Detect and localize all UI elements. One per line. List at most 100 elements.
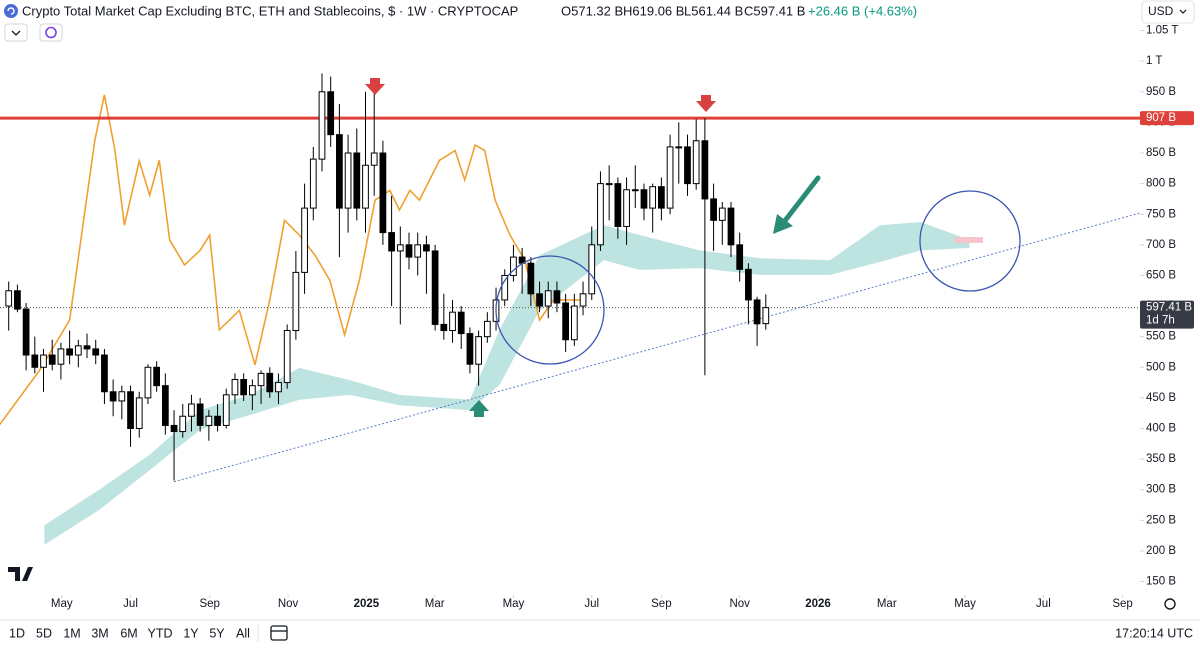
x-tick-label: Mar	[425, 598, 445, 610]
candle-body	[640, 189, 648, 209]
candle-body	[161, 385, 169, 426]
candle-body	[762, 307, 770, 325]
candle-body	[544, 290, 552, 307]
y-tick-label: 550 B	[1146, 331, 1176, 343]
collapse-button[interactable]	[4, 23, 28, 42]
candle-body	[736, 244, 744, 270]
ohlc-high: H619.06 B	[623, 3, 684, 18]
candle-body	[579, 293, 587, 307]
candle-body	[440, 323, 448, 332]
pointer-arrow-head	[773, 214, 793, 234]
candle-body	[701, 140, 709, 200]
down-arrow	[365, 78, 385, 95]
up-arrow	[469, 400, 489, 417]
candle-body	[309, 158, 317, 209]
range-button[interactable]: 5D	[36, 626, 52, 640]
candle-body	[597, 183, 604, 246]
x-tick-label: Jul	[584, 598, 599, 610]
candle-body	[179, 415, 187, 433]
date-range-icon[interactable]	[270, 625, 288, 641]
cloud-projection	[955, 237, 983, 243]
candle-body	[675, 146, 683, 149]
price-countdown: 1d 7h	[1146, 315, 1175, 327]
candle-body	[466, 333, 474, 365]
candle-body	[318, 91, 326, 160]
candle-body	[536, 293, 543, 307]
candle-body	[745, 268, 752, 301]
currency-button[interactable]	[1141, 0, 1195, 24]
price-label-box	[1140, 300, 1194, 329]
symbol-logo-mark	[7, 7, 15, 15]
candle-body	[66, 348, 73, 356]
candle-body	[109, 391, 117, 402]
candle-body	[658, 186, 665, 209]
candle-body	[562, 302, 570, 341]
range-button[interactable]: 5Y	[209, 626, 225, 640]
range-button[interactable]: 1D	[9, 626, 25, 640]
compare-icon[interactable]	[45, 26, 57, 39]
candle-body	[344, 152, 352, 209]
candle-body	[501, 274, 509, 301]
candle-body	[666, 146, 674, 209]
symbol-logo	[4, 4, 18, 18]
candle-body	[692, 140, 700, 185]
candle-body	[275, 382, 282, 393]
candle-body	[588, 244, 596, 295]
highlight-circle	[495, 255, 605, 365]
candle-body	[649, 186, 657, 209]
annotations	[365, 78, 1021, 417]
candle-body	[475, 336, 482, 365]
candle-body	[353, 152, 361, 209]
candle-body	[48, 354, 56, 365]
price-label: 597.41 B	[1146, 302, 1192, 314]
candle-body	[283, 330, 291, 384]
x-tick-label: Sep	[1112, 598, 1132, 610]
compare-button[interactable]	[39, 23, 63, 42]
trendline	[173, 212, 1140, 483]
range-button[interactable]: 1M	[63, 626, 80, 640]
ohlc-low: L561.44 B	[684, 3, 743, 18]
range-button[interactable]: YTD	[148, 626, 173, 640]
y-tick-label: 750 B	[1146, 208, 1176, 220]
candle-body	[40, 354, 47, 368]
x-tick-label: Sep	[651, 598, 671, 610]
candle-body	[718, 207, 726, 221]
price-label: 907 B	[1146, 112, 1176, 124]
brand-logo	[8, 567, 33, 581]
clock: 17:20:14 UTC	[1115, 626, 1193, 640]
candle-body	[553, 290, 561, 304]
candle-body	[631, 189, 639, 192]
y-tick-label: 850 B	[1146, 147, 1176, 159]
candle-body	[57, 348, 65, 365]
range-button[interactable]: 6M	[120, 626, 137, 640]
x-tick-label: May	[503, 598, 525, 610]
x-tick-label: 2025	[354, 598, 380, 610]
y-tick-label: 250 B	[1146, 514, 1176, 526]
candle-body	[31, 354, 39, 368]
candle-body	[753, 299, 761, 325]
candle-body	[214, 415, 221, 426]
candle-body	[127, 391, 134, 429]
currency-label[interactable]: USD	[1148, 4, 1174, 18]
candle-body	[370, 152, 378, 166]
candle-body	[135, 397, 143, 429]
x-tick-label: Nov	[729, 598, 750, 610]
range-button[interactable]: 3M	[91, 626, 108, 640]
ohlc-open: O571.32 B	[561, 3, 623, 18]
candle-body	[101, 354, 108, 393]
range-button[interactable]: All	[236, 626, 250, 640]
settings-icon[interactable]	[1164, 598, 1176, 610]
candle-body	[188, 403, 195, 417]
y-tick-label: 400 B	[1146, 423, 1176, 435]
candle-body	[396, 244, 404, 252]
y-tick-label: 700 B	[1146, 239, 1176, 251]
candle-body	[22, 308, 30, 356]
candle-body	[144, 366, 152, 399]
candle-body	[362, 164, 369, 209]
ohlc-close: C597.41 B	[744, 3, 805, 18]
y-tick-label: 950 B	[1146, 86, 1176, 98]
range-button[interactable]: 1Y	[183, 626, 199, 640]
collapse-caret[interactable]	[11, 30, 21, 36]
currency-caret[interactable]	[1179, 9, 1187, 14]
